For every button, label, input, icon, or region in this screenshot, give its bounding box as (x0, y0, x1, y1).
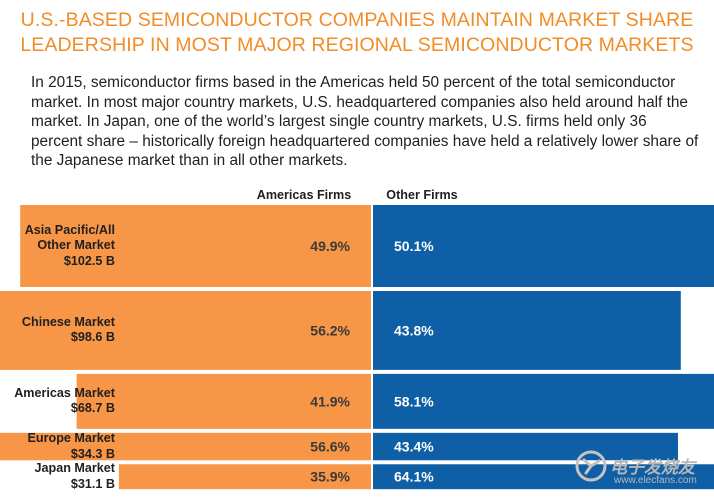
page-title: U.S.-BASED SEMICONDUCTOR COMPANIES MAINT… (0, 8, 714, 58)
title-line-1: U.S.-BASED SEMICONDUCTOR COMPANIES MAINT… (20, 9, 694, 31)
title-line-2: LEADERSHIP IN MOST MAJOR REGIONAL SEMICO… (20, 34, 694, 56)
category-label: Asia Pacific/All Other Market $102.5 B (25, 223, 115, 270)
value-label-other: 58.1% (394, 393, 434, 409)
category-label: Japan Market $31.1 B (35, 461, 116, 492)
value-label-americas: 35.9% (310, 469, 350, 485)
bar-other-firms (372, 373, 714, 429)
category-label-line: $98.6 B (70, 330, 115, 345)
category-label-line: Chinese Market (21, 314, 115, 329)
watermark-logo-icon (575, 450, 607, 482)
intro-paragraph: In 2015, semiconductor firms based in th… (31, 74, 699, 170)
category-label: Europe Market $34.3 B (28, 431, 115, 462)
category-label-line: $68.7 B (70, 401, 115, 416)
category-label-line: Other Market (37, 238, 115, 253)
value-label-americas: 56.6% (310, 439, 350, 455)
watermark-text: 电子发烧友 (610, 458, 695, 477)
bar-americas-firms (0, 432, 372, 461)
value-label-other: 50.1% (394, 238, 434, 254)
bar-americas-firms (20, 205, 373, 287)
bar-other-firms (372, 432, 678, 461)
bar-other-firms (372, 464, 714, 490)
category-label: Chinese Market $98.6 B (22, 315, 115, 346)
watermark: 电子发烧友 www.elecfans.com (574, 449, 708, 493)
legend-other-firms: Other Firms (386, 188, 457, 202)
category-label: Americas Market $68.7 B (14, 386, 115, 417)
category-label-line: $31.1 B (70, 476, 115, 491)
value-label-other: 43.4% (394, 439, 434, 455)
bar-other-firms (372, 205, 714, 287)
category-label-line: Asia Pacific/All (24, 222, 115, 237)
value-label-other: 64.1% (394, 469, 434, 485)
bar-americas-firms (0, 291, 372, 370)
bar-americas-firms (118, 464, 372, 490)
category-label-line: Americas Market (14, 385, 115, 400)
category-label-line: $34.3 B (70, 446, 115, 461)
value-label-other: 43.8% (394, 322, 434, 338)
watermark-url: www.elecfans.com (614, 475, 697, 486)
bar-americas-firms (76, 373, 372, 429)
value-label-americas: 56.2% (310, 322, 350, 338)
legend-americas-firms: Americas Firms (257, 188, 352, 202)
value-label-americas: 49.9% (310, 238, 350, 254)
category-label-line: Japan Market (34, 461, 116, 476)
category-label-line: $102.5 B (63, 253, 115, 268)
value-label-americas: 41.9% (310, 393, 350, 409)
bar-other-firms (372, 291, 681, 370)
category-label-line: Europe Market (27, 431, 115, 446)
